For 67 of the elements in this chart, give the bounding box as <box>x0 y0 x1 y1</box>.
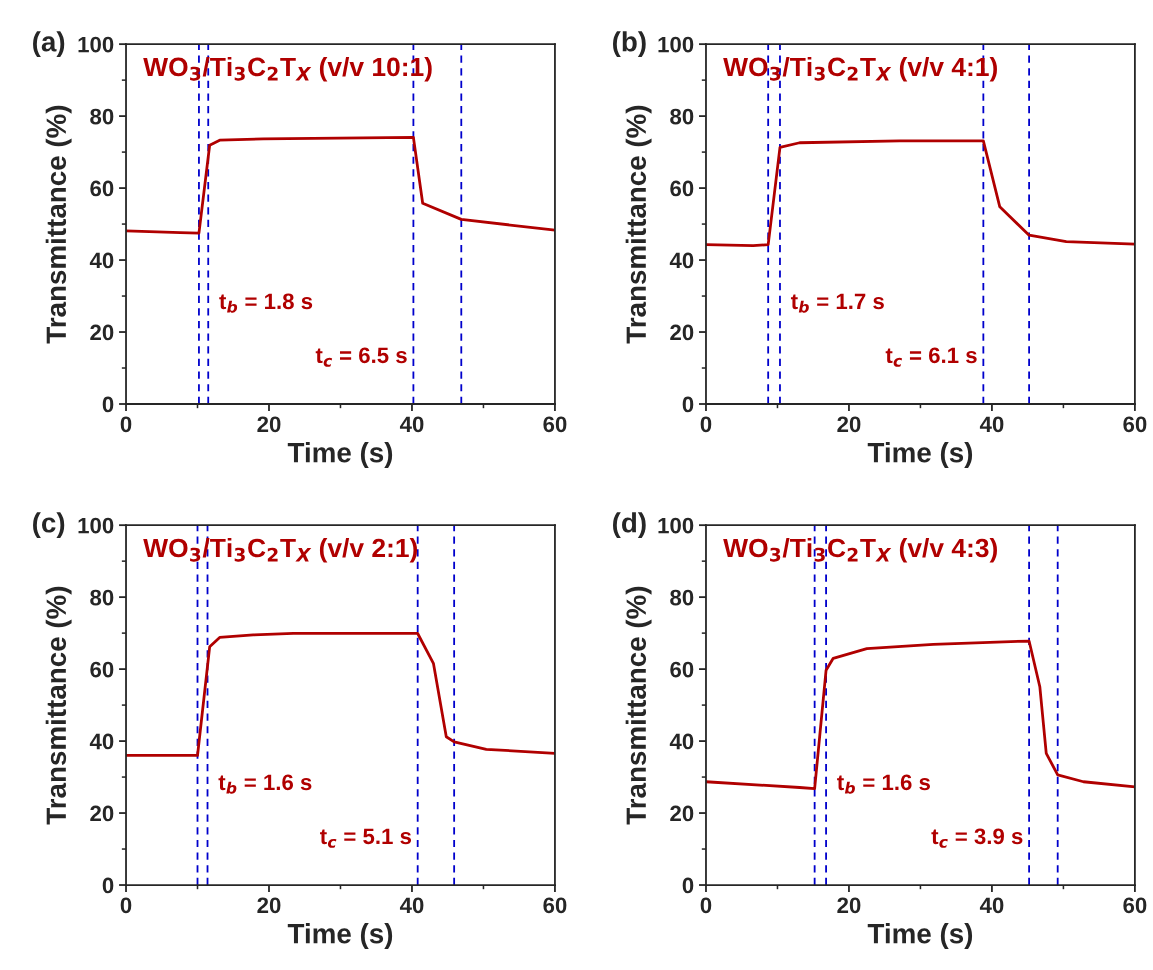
annotation: t$_{b}$ = 1.7 s <box>790 293 884 313</box>
x-tick-label: 40 <box>979 897 1004 914</box>
y-tick-label: 40 <box>89 733 114 750</box>
x-tick-label: 40 <box>399 416 424 433</box>
y-tick-label: 100 <box>78 517 114 534</box>
x-tick-label: 60 <box>543 897 567 914</box>
y-tick-label: 0 <box>102 877 114 894</box>
annotation: t$_{c}$ = 6.1 s <box>885 347 977 367</box>
text: (c) <box>33 512 65 539</box>
y-axis-title: Transmittance (%) <box>625 586 652 825</box>
y-tick-label: 20 <box>670 324 694 341</box>
chart-title: WO$_{3}$/Ti$_{3}$C$_{2}$T$_{X}$ (v/v 10:1) <box>143 56 432 82</box>
y-tick-label: 60 <box>670 661 694 678</box>
x-tick-label: 60 <box>1123 897 1147 914</box>
y-tick-label: 60 <box>90 180 114 197</box>
y-tick-label: 100 <box>658 36 694 53</box>
x-tick-label: 0 <box>120 897 132 914</box>
x-axis-title: Time (s) <box>287 442 393 468</box>
y-tick-label: 80 <box>90 108 114 125</box>
x-tick-label: 40 <box>979 416 1004 433</box>
y-axis-title: Transmittance (%) <box>45 586 72 825</box>
y-tick-label: 40 <box>89 252 114 269</box>
chart-title: WO$_{3}$/Ti$_{3}$C$_{2}$T$_{X}$ (v/v 4:3) <box>723 537 997 563</box>
annotation: t$_{c}$ = 5.1 s <box>320 828 412 848</box>
x-axis-title: Time (s) <box>287 923 393 949</box>
x-tick-label: 40 <box>399 897 424 914</box>
x-tick-label: 60 <box>1123 416 1147 433</box>
y-axis-title: Transmittance (%) <box>45 105 72 344</box>
y-tick-label: 80 <box>90 589 114 606</box>
y-tick-label: 20 <box>670 805 694 822</box>
y-tick-label: 20 <box>90 805 114 822</box>
x-tick-label: 0 <box>700 897 712 914</box>
annotation: t$_{c}$ = 3.9 s <box>931 828 1023 848</box>
y-tick-label: 80 <box>670 108 694 125</box>
annotation: t$_{c}$ = 6.5 s <box>315 347 407 367</box>
x-tick-label: 0 <box>120 416 132 433</box>
text: (d) <box>613 512 646 539</box>
y-tick-label: 0 <box>682 877 694 894</box>
x-axis-title: Time (s) <box>867 923 973 949</box>
y-axis-title: Transmittance (%) <box>625 105 652 344</box>
y-tick-label: 100 <box>658 517 694 534</box>
y-tick-label: 60 <box>670 180 694 197</box>
y-tick-label: 100 <box>78 36 114 53</box>
y-tick-label: 80 <box>670 589 694 606</box>
x-tick-label: 20 <box>257 416 281 433</box>
line-series <box>705 139 1135 248</box>
annotation: t$_{b}$ = 1.8 s <box>219 293 313 313</box>
x-tick-label: 20 <box>257 897 281 914</box>
x-axis-title: Time (s) <box>867 442 973 468</box>
line-series <box>126 135 555 235</box>
y-tick-label: 40 <box>669 733 694 750</box>
annotation: t$_{b}$ = 1.6 s <box>837 774 930 794</box>
text: (b) <box>613 31 646 58</box>
x-tick-label: 60 <box>543 416 567 433</box>
y-tick-label: 40 <box>669 252 694 269</box>
text: (a) <box>33 31 65 58</box>
chart-title: WO$_{3}$/Ti$_{3}$C$_{2}$T$_{X}$ (v/v 4:1) <box>723 56 997 82</box>
annotation: t$_{b}$ = 1.6 s <box>218 774 312 794</box>
y-tick-label: 0 <box>682 396 694 413</box>
x-tick-label: 20 <box>837 416 861 433</box>
line-series <box>126 632 555 757</box>
x-tick-label: 20 <box>837 897 861 914</box>
y-tick-label: 60 <box>90 661 114 678</box>
chart-title: WO$_{3}$/Ti$_{3}$C$_{2}$T$_{X}$ (v/v 2:1) <box>143 537 418 563</box>
x-tick-label: 0 <box>700 416 712 433</box>
y-tick-label: 20 <box>90 324 114 341</box>
y-tick-label: 0 <box>102 396 114 413</box>
